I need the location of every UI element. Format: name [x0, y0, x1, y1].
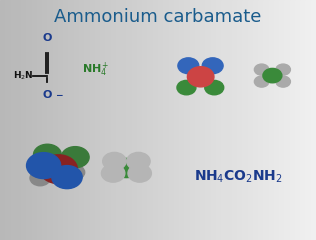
- Bar: [168, 0, 174, 240]
- Bar: [284, 0, 290, 240]
- Circle shape: [202, 58, 223, 74]
- Bar: [200, 0, 205, 240]
- Bar: [216, 0, 221, 240]
- Text: −: −: [55, 91, 63, 100]
- Bar: [100, 0, 105, 240]
- Bar: [211, 0, 216, 240]
- Bar: [205, 0, 211, 240]
- Bar: [227, 0, 232, 240]
- Circle shape: [263, 68, 282, 83]
- Bar: [105, 0, 111, 240]
- Bar: [21, 0, 26, 240]
- Bar: [247, 0, 253, 240]
- Circle shape: [52, 166, 82, 189]
- Bar: [111, 0, 116, 240]
- Circle shape: [276, 76, 290, 87]
- Bar: [121, 0, 126, 240]
- Circle shape: [254, 64, 269, 75]
- Bar: [26, 0, 32, 240]
- Bar: [174, 0, 179, 240]
- Bar: [269, 0, 274, 240]
- Bar: [16, 0, 21, 240]
- Bar: [274, 0, 279, 240]
- Bar: [32, 0, 37, 240]
- Circle shape: [40, 155, 77, 184]
- Bar: [279, 0, 284, 240]
- Bar: [74, 0, 79, 240]
- Bar: [290, 0, 295, 240]
- Bar: [137, 0, 142, 240]
- Bar: [195, 0, 200, 240]
- Circle shape: [27, 153, 61, 179]
- Bar: [53, 0, 58, 240]
- Circle shape: [114, 158, 139, 178]
- Bar: [295, 0, 300, 240]
- Text: O: O: [42, 33, 52, 43]
- Circle shape: [33, 144, 61, 165]
- Bar: [184, 0, 190, 240]
- Bar: [42, 0, 47, 240]
- Bar: [242, 0, 247, 240]
- Bar: [142, 0, 148, 240]
- Bar: [84, 0, 89, 240]
- Circle shape: [205, 80, 224, 95]
- Bar: [306, 0, 311, 240]
- Bar: [47, 0, 53, 240]
- Bar: [37, 0, 42, 240]
- Bar: [69, 0, 74, 240]
- Bar: [0, 0, 5, 240]
- Bar: [132, 0, 137, 240]
- Text: O: O: [42, 90, 52, 100]
- Circle shape: [30, 170, 50, 186]
- Bar: [237, 0, 242, 240]
- Bar: [158, 0, 163, 240]
- Circle shape: [128, 164, 151, 182]
- Bar: [89, 0, 95, 240]
- Circle shape: [178, 58, 199, 74]
- Bar: [10, 0, 16, 240]
- Bar: [258, 0, 263, 240]
- Bar: [63, 0, 69, 240]
- Bar: [58, 0, 63, 240]
- Circle shape: [101, 164, 125, 182]
- Bar: [116, 0, 121, 240]
- Bar: [263, 0, 269, 240]
- Circle shape: [177, 80, 196, 95]
- Text: NH$_4^+$: NH$_4^+$: [82, 60, 110, 79]
- Bar: [232, 0, 237, 240]
- Bar: [221, 0, 227, 240]
- Text: NH$_4$CO$_2$NH$_2$: NH$_4$CO$_2$NH$_2$: [194, 168, 283, 185]
- Circle shape: [187, 67, 214, 87]
- Bar: [311, 0, 316, 240]
- Text: H$_2$N: H$_2$N: [13, 69, 33, 82]
- Bar: [190, 0, 195, 240]
- Bar: [79, 0, 84, 240]
- Circle shape: [66, 165, 85, 180]
- Circle shape: [276, 64, 290, 75]
- Circle shape: [103, 152, 126, 170]
- Bar: [95, 0, 100, 240]
- Bar: [163, 0, 168, 240]
- Bar: [179, 0, 184, 240]
- Bar: [5, 0, 10, 240]
- Bar: [148, 0, 153, 240]
- Circle shape: [127, 152, 150, 170]
- Text: Ammonium carbamate: Ammonium carbamate: [54, 8, 262, 26]
- Bar: [300, 0, 306, 240]
- Bar: [253, 0, 258, 240]
- Bar: [153, 0, 158, 240]
- Bar: [126, 0, 132, 240]
- Circle shape: [61, 147, 89, 168]
- Circle shape: [254, 76, 269, 87]
